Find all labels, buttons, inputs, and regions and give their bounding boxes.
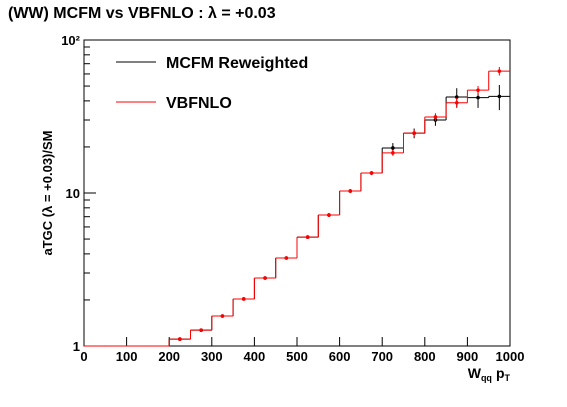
legend-label: VBFNLO [166, 95, 232, 112]
data-point [391, 146, 395, 150]
y-axis-label: aTGC (λ = +0.03)/SM [40, 131, 55, 256]
data-point [454, 100, 459, 105]
chart-title: (WW) MCFM vs VBFNLO : λ = +0.03 [8, 5, 276, 22]
data-point [220, 314, 225, 318]
x-tick-label: 0 [80, 349, 87, 364]
data-point [391, 151, 395, 155]
x-tick-label: 100 [116, 349, 138, 364]
legend-label: MCFM Reweighted [166, 55, 308, 72]
data-point [497, 94, 502, 99]
data-point [369, 171, 374, 175]
y-tick-label: 10² [61, 33, 80, 48]
x-label-part: p [496, 365, 505, 381]
data-point [476, 95, 480, 100]
x-tick-label: 600 [329, 349, 351, 364]
data-point [412, 131, 416, 135]
data-point [263, 276, 267, 280]
x-tick-label: 500 [286, 349, 308, 364]
x-tick-label: 400 [244, 349, 266, 364]
y-tick-label: 10 [66, 186, 80, 201]
plot-frame [83, 39, 511, 347]
x-tick-label: 700 [371, 349, 393, 364]
data-point [497, 69, 502, 73]
x-tick-label: 200 [158, 349, 180, 364]
x-tick-label: 300 [201, 349, 223, 364]
data-point [199, 328, 203, 332]
data-point [433, 115, 438, 119]
x-label-part: qq [481, 373, 492, 383]
x-label-part: T [505, 373, 511, 383]
data-point [348, 189, 353, 193]
data-point [284, 256, 289, 260]
data-point [241, 297, 246, 301]
data-point [327, 213, 331, 217]
y-tick-label: 1 [73, 339, 80, 354]
data-point [178, 337, 182, 341]
x-tick-label: 900 [457, 349, 479, 364]
x-label-part: W [468, 365, 482, 381]
data-point [476, 88, 480, 92]
x-axis-label: Wqq pT [468, 365, 511, 383]
data-point [454, 95, 459, 99]
x-tick-label: 1000 [496, 349, 525, 364]
data-point [305, 235, 310, 239]
x-tick-label: 800 [414, 349, 436, 364]
